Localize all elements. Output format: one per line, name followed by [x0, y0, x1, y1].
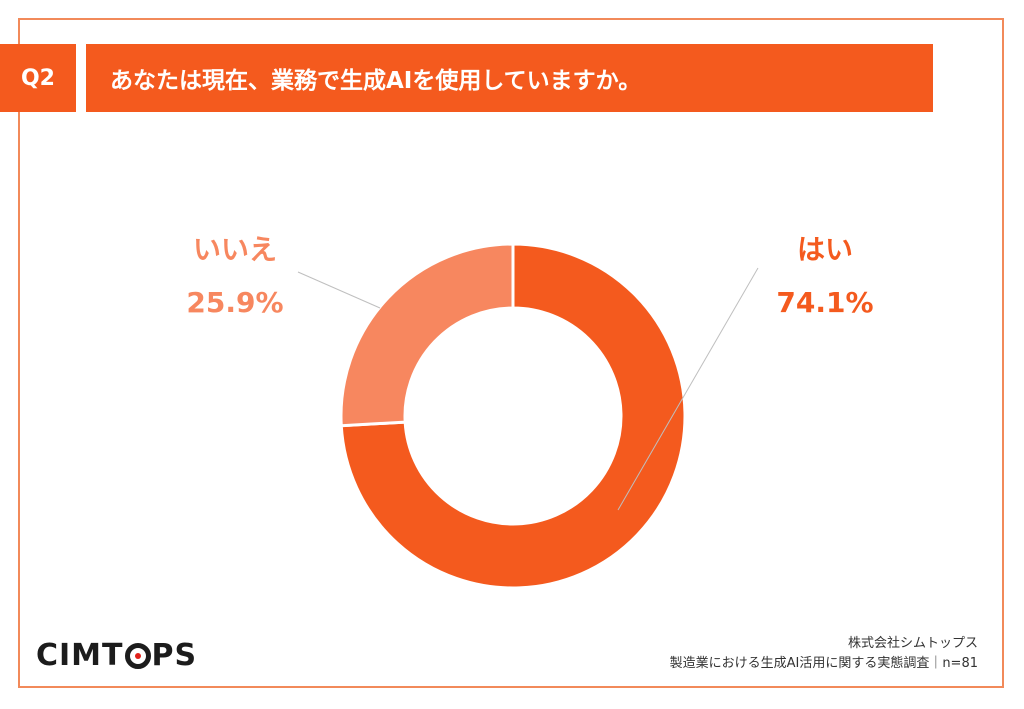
logo-o-icon [124, 642, 151, 669]
label-yes-name: はい [796, 233, 853, 266]
question-badge: Q2 [0, 44, 76, 112]
footer-survey: 製造業における生成AI活用に関する実態調査｜n=81 [669, 656, 978, 671]
question-title: あなたは現在、業務で生成AIを使用していますか。 [86, 44, 933, 112]
footer-company: 株式会社シムトップス [847, 636, 978, 651]
label-no-value: 25.9% [186, 286, 284, 319]
logo-text-1: CIMT [36, 638, 124, 673]
label-yes: はい 74.1% [770, 228, 880, 319]
label-no-name: いいえ [192, 233, 277, 266]
label-yes-value: 74.1% [776, 286, 874, 319]
slide-frame [18, 18, 1004, 688]
leader-line-yes [617, 267, 759, 511]
cimtops-logo: CIMT PS [36, 638, 197, 673]
footer: 株式会社シムトップス 製造業における生成AI活用に関する実態調査｜n=81 [670, 634, 978, 674]
leader-line-no [297, 271, 381, 309]
question-text: あなたは現在、業務で生成AIを使用していますか。 [110, 68, 642, 94]
label-no: いいえ 25.9% [180, 228, 290, 319]
logo-text-2: PS [151, 638, 198, 673]
donut-slice-no [339, 242, 515, 428]
donut-slice-yes [339, 242, 687, 590]
